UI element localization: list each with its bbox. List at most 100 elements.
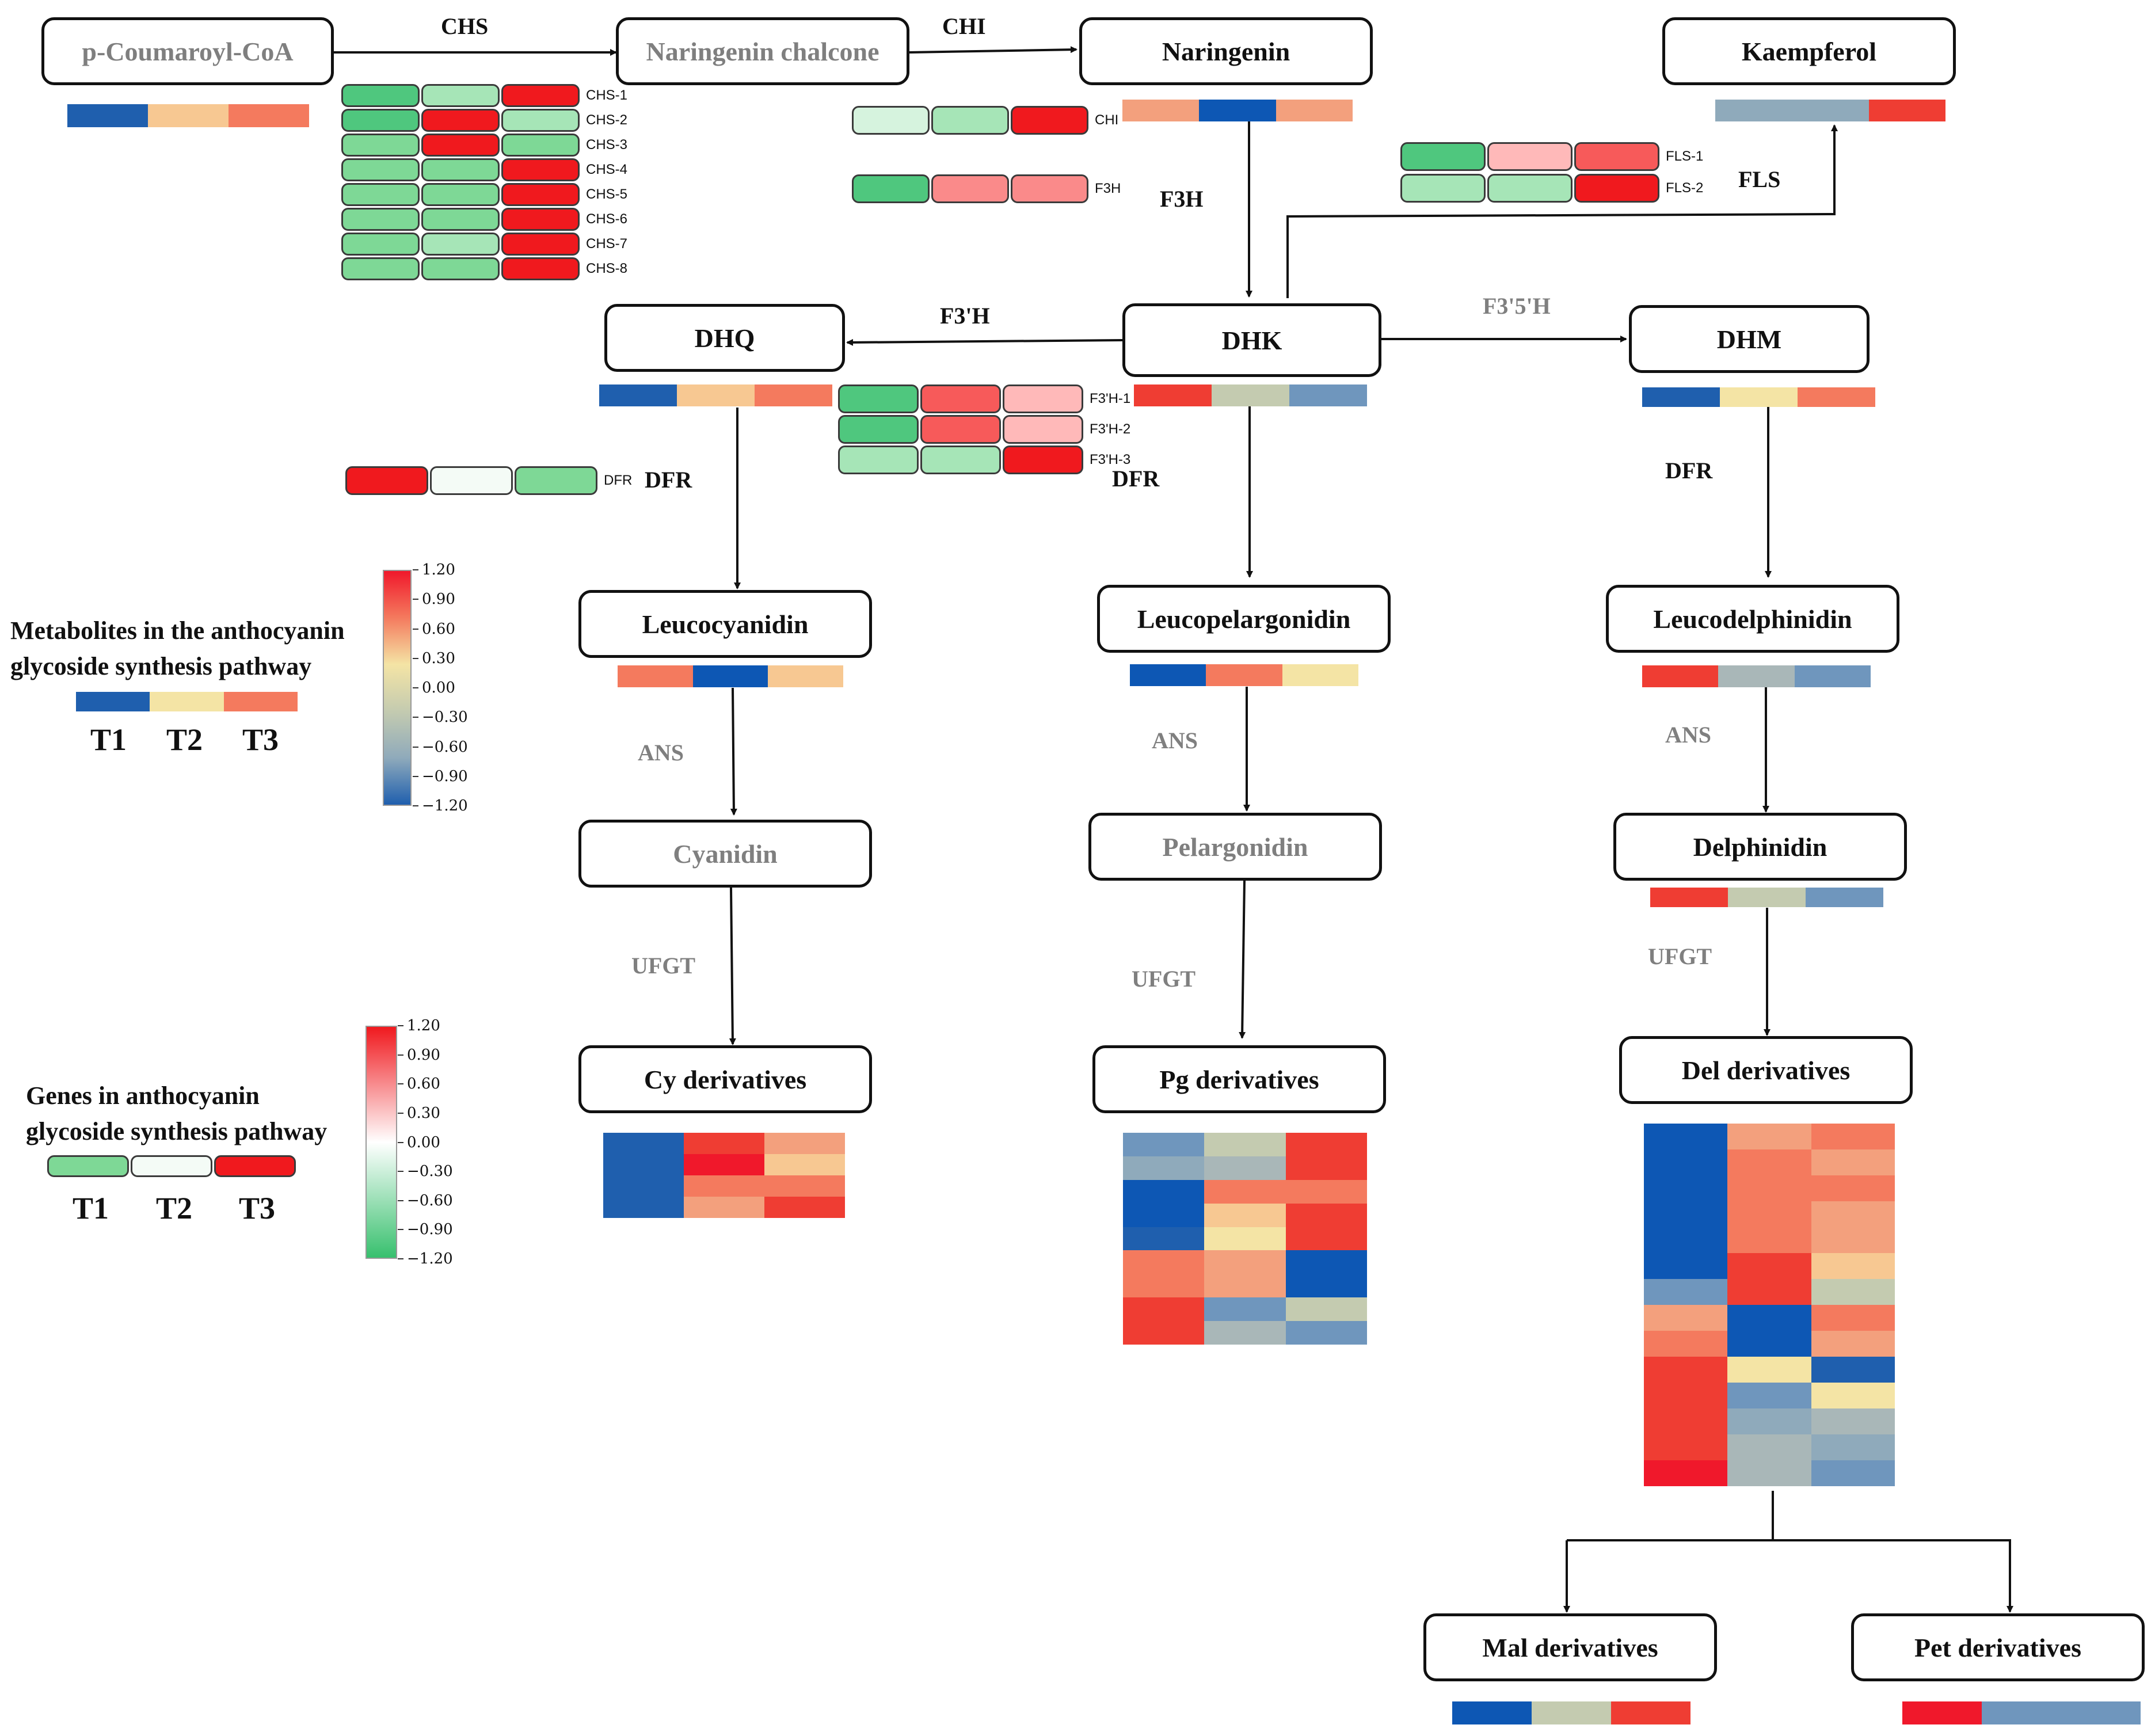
tick-label: 0.00: [407, 1133, 440, 1151]
heatmap-cell: [1123, 1156, 1205, 1180]
heatmap-cell: [1285, 1321, 1367, 1345]
heatmap-cell: [1727, 1305, 1811, 1331]
enzyme-ufgt-left: UFGT: [631, 953, 696, 979]
gene-name: CHS-6: [586, 211, 628, 227]
gene-cell-t1: [47, 1155, 129, 1177]
heatmap-cell: [1727, 1149, 1811, 1175]
gene-name: CHS-5: [586, 186, 628, 202]
gene-cell-t2: [1487, 174, 1573, 203]
strip-cell-t2: [1720, 387, 1798, 407]
strip-cell-t1: [1642, 665, 1719, 687]
gene-cell-t1: [341, 183, 420, 206]
legend-genes-title-line1: Genes in anthocyanin: [26, 1082, 260, 1110]
heatmap-cell: [1811, 1149, 1895, 1175]
metabolite-strip-dhk: [1134, 384, 1367, 406]
gene-cell-t3: [515, 466, 597, 495]
gene-cell-t1: [341, 134, 420, 157]
node-cy-derivatives: Cy derivatives: [578, 1045, 872, 1113]
tick-mark: [413, 599, 418, 600]
gene-cell-t2: [920, 384, 1001, 413]
strip-cell-t1: [599, 384, 677, 406]
node-kaempferol: Kaempferol: [1662, 17, 1956, 85]
tick-mark: [413, 805, 418, 806]
heatmap-cell: [764, 1154, 845, 1175]
gene-name: DFR: [604, 473, 633, 488]
heatmap-cell: [1644, 1331, 1728, 1357]
gene-row: CHS-3: [341, 134, 627, 157]
strip-cell-t3: [1611, 1701, 1691, 1724]
gene-cell-t3: [501, 257, 580, 280]
gene-row: FLS-2: [1400, 174, 1703, 203]
node-pg-derivatives: Pg derivatives: [1092, 1045, 1386, 1113]
heatmap-cell: [1204, 1227, 1286, 1251]
strip-cell-t1: [1122, 100, 1200, 121]
tick-mark: [398, 1200, 403, 1201]
legend-genes-colorbar: [365, 1026, 397, 1259]
metabolite-strip-coumaroyl: [67, 104, 309, 127]
gene-cell-t2: [421, 84, 500, 107]
heatmap-cell: [1644, 1460, 1728, 1486]
node-leucopelargonidin: Leucopelargonidin: [1097, 585, 1391, 653]
tick-label: −0.60: [407, 1191, 453, 1209]
gene-cell-t3: [1003, 384, 1083, 413]
strip-cell-t3: [2061, 1701, 2141, 1724]
heatmap-cell: [1727, 1434, 1811, 1460]
heatmap-cell: [1285, 1227, 1367, 1251]
tick-mark: [398, 1083, 403, 1085]
node-mal-derivatives: Mal derivatives: [1423, 1613, 1717, 1681]
heatmap-cell: [1285, 1156, 1367, 1180]
heatmap-cell: [1123, 1297, 1205, 1322]
enzyme-chs: CHS: [441, 13, 489, 39]
node-leucocyanidin: Leucocyanidin: [578, 590, 872, 658]
strip-cell-t2: [148, 104, 229, 127]
heatmap-cell: [1644, 1175, 1728, 1201]
strip-cell-t2: [1718, 665, 1795, 687]
heatmap-cell: [1123, 1250, 1205, 1274]
strip-cell-t1: [1715, 100, 1792, 121]
gene-cell-t2: [920, 446, 1001, 474]
gene-cell-t3: [214, 1155, 296, 1177]
heatmap-cell: [1644, 1357, 1728, 1383]
metabolite-strip-dhq: [599, 384, 832, 406]
heatmap-cell: [603, 1197, 684, 1218]
heatmap-cell: [1285, 1297, 1367, 1322]
heatmap-cell: [1644, 1227, 1728, 1253]
legend-metabolites-title-line2: glycoside synthesis pathway: [10, 652, 312, 680]
node-dhq: DHQ: [604, 304, 845, 372]
gene-row: F3'H-2: [838, 415, 1130, 444]
arrow-branch-split: [1567, 1491, 1774, 1541]
heatmap-cell: [1727, 1253, 1811, 1279]
tick-mark: [413, 687, 418, 688]
node-cyanidin: Cyanidin: [578, 820, 872, 888]
tick-label: 0.90: [407, 1046, 440, 1064]
strip-cell-t1: [1902, 1701, 1982, 1724]
heatmap-cell: [1727, 1331, 1811, 1357]
tick-mark: [413, 775, 418, 777]
strip-cell-t1: [1650, 888, 1728, 907]
tick-mark: [398, 1112, 403, 1114]
heatmap-cell: [1204, 1321, 1286, 1345]
node-leucodelphinidin: Leucodelphinidin: [1606, 585, 1899, 653]
heatmap-cell: [1727, 1460, 1811, 1486]
arrow-f3ph: [846, 338, 1123, 346]
strip-cell-t2: [1728, 888, 1806, 907]
enzyme-ans-left: ANS: [638, 740, 684, 766]
gene-name: CHS-3: [586, 137, 628, 153]
heatmap-cell: [1644, 1279, 1728, 1305]
gene-row: CHS-8: [341, 257, 627, 280]
strip-cell-t3: [755, 384, 832, 406]
strip-cell-t1: [618, 665, 693, 687]
heatmap-cell: [1644, 1305, 1728, 1331]
strip-cell-t3: [1289, 384, 1367, 406]
tick-mark: [413, 657, 418, 659]
heatmap-cell: [1811, 1305, 1895, 1331]
heatmap-cell: [1285, 1203, 1367, 1227]
enzyme-f3prime-h: F3'H: [940, 303, 990, 329]
strip-cell-t2: [1212, 384, 1289, 406]
heatmap-cell: [684, 1154, 764, 1175]
tick-label: 1.20: [407, 1017, 440, 1034]
gene-cell-t1: [341, 208, 420, 231]
legend-metabolites-colorbar: [383, 570, 412, 806]
node-naringenin: Naringenin: [1079, 17, 1373, 85]
gene-cell-t2: [421, 158, 500, 181]
